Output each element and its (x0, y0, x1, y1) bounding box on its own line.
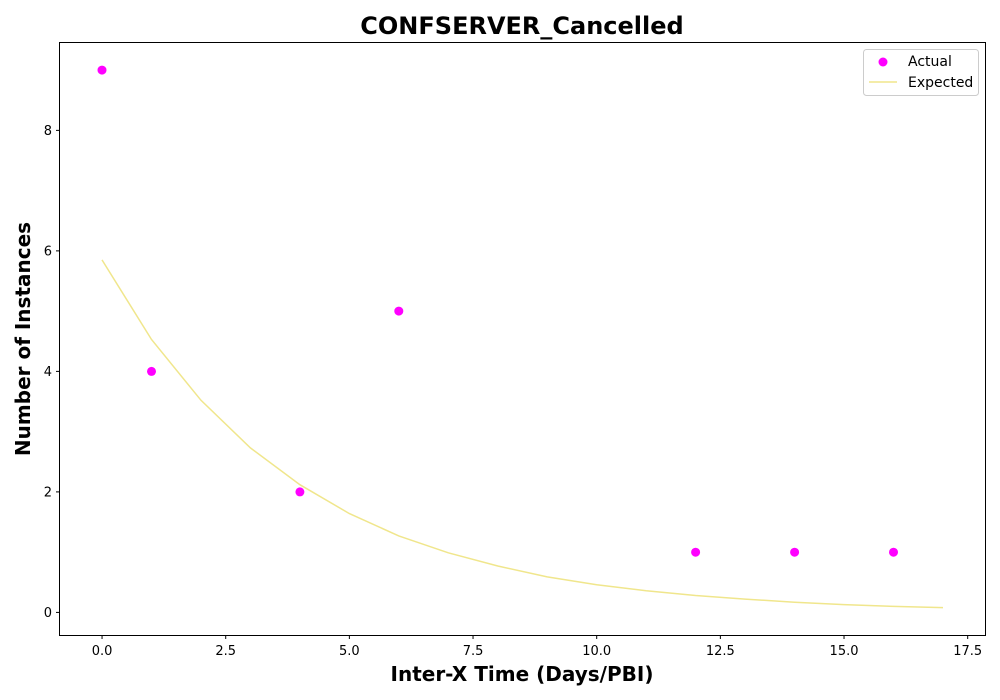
y-axis-ticks: 0 2 4 6 8 (44, 124, 60, 621)
x-tick-label: 12.5 (706, 644, 735, 659)
x-tick-label: 10.0 (582, 644, 611, 659)
legend-actual-marker (879, 58, 888, 67)
legend-expected-label: Expected (908, 75, 973, 91)
x-tick-label: 2.5 (215, 644, 236, 659)
actual-point (790, 548, 799, 557)
x-tick-label: 7.5 (463, 644, 484, 659)
y-axis-title: Number of Instances (11, 222, 35, 456)
x-tick-label: 5.0 (339, 644, 360, 659)
legend-actual-label: Actual (908, 54, 952, 70)
y-tick-label: 0 (44, 606, 52, 621)
y-tick-label: 2 (44, 485, 52, 500)
plot-area (98, 66, 944, 608)
actual-point (691, 548, 700, 557)
actual-point (98, 66, 107, 75)
y-tick-label: 4 (44, 365, 52, 380)
x-tick-label: 17.5 (953, 644, 982, 659)
expected-series-line (102, 260, 943, 608)
x-tick-label: 0.0 (92, 644, 113, 659)
chart-title: CONFSERVER_Cancelled (360, 12, 683, 40)
x-axis-title: Inter-X Time (Days/PBI) (391, 662, 654, 686)
x-tick-label: 15.0 (830, 644, 859, 659)
axes-frame (60, 43, 986, 636)
actual-point (295, 487, 304, 496)
actual-point (147, 367, 156, 376)
x-axis-ticks: 0.0 2.5 5.0 7.5 10.0 12.5 15.0 17.5 (92, 635, 982, 659)
y-tick-label: 6 (44, 244, 52, 259)
actual-point (394, 307, 403, 316)
legend: Actual Expected (864, 50, 979, 96)
actual-point (889, 548, 898, 557)
y-tick-label: 8 (44, 124, 52, 139)
